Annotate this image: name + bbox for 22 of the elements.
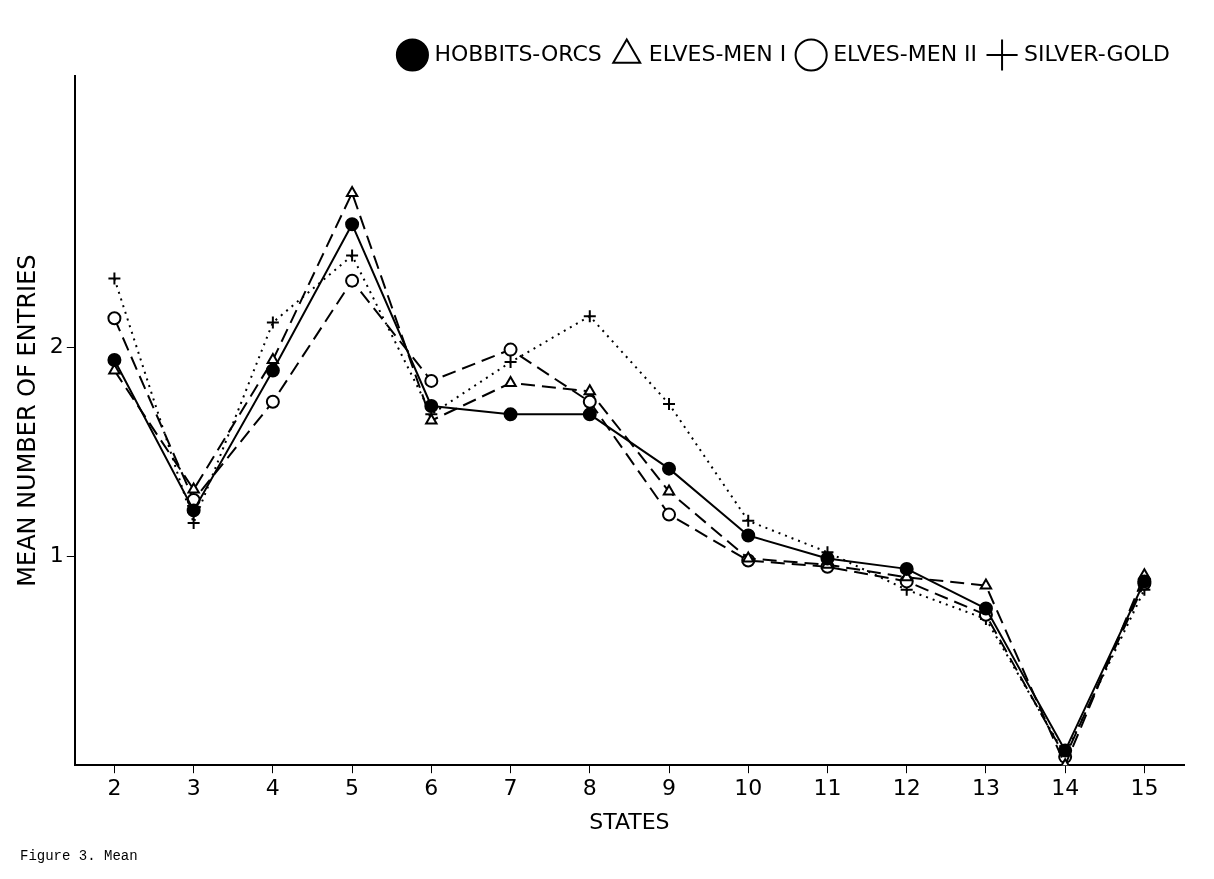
y-axis-title: MEAN NUMBER OF ENTRIES [12,254,41,587]
x-tick-label: 15 [1130,775,1159,801]
legend-label: SILVER-GOLD [1024,40,1171,66]
x-axis-title: STATES [589,808,670,834]
caption: Figure 3. Mean [20,848,138,864]
legend-label: ELVES-MEN I [648,40,787,66]
legend-label: HOBBITS-ORCS [434,40,602,66]
y-tick-label: 1 [49,542,64,568]
x-tick-label: 9 [662,775,677,801]
x-tick-label: 7 [503,775,518,801]
x-tick-label: 10 [734,775,763,801]
x-tick-label: 11 [813,775,842,801]
x-tick-label: 4 [265,775,280,801]
x-tick-label: 12 [892,775,921,801]
x-tick-label: 2 [107,775,122,801]
x-tick-label: 13 [971,775,1000,801]
x-tick-label: 8 [582,775,597,801]
legend-label: ELVES-MEN II [833,40,978,66]
x-tick-label: 5 [345,775,360,801]
x-tick-label: 14 [1051,775,1080,801]
x-tick-label: 3 [186,775,201,801]
x-tick-label: 6 [424,775,439,801]
